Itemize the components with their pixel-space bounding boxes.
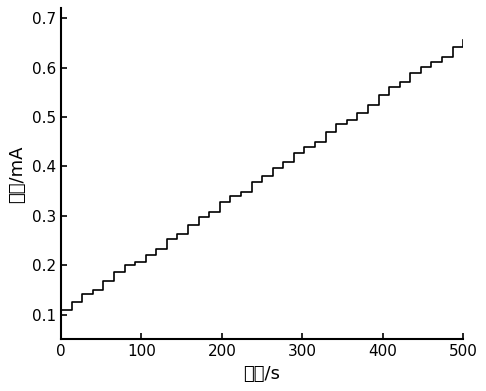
X-axis label: 时间/s: 时间/s [243, 365, 280, 383]
Y-axis label: 电流/mA: 电流/mA [8, 145, 26, 203]
